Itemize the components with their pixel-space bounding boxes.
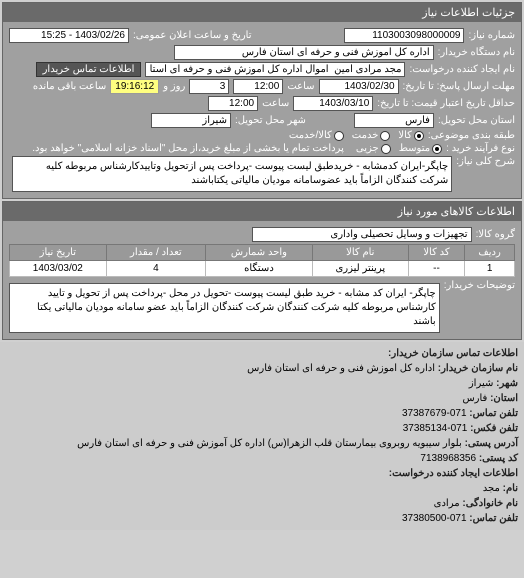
city-label: شهر: <box>496 378 518 389</box>
table-header-row: ردیف کد کالا نام کالا واحد شمارش تعداد /… <box>10 245 515 261</box>
name-value: مجد <box>483 483 500 494</box>
panel-header: جزئیات اطلاعات نیاز <box>3 3 521 22</box>
buyer-label: نام دستگاه خریدار: <box>438 47 515 58</box>
delivery-province-label: استان محل تحویل: <box>438 115 515 126</box>
fax-label: تلفن فکس: <box>470 423 518 434</box>
radio-icon <box>381 144 391 154</box>
name-label: نام: <box>503 483 518 494</box>
addr-value: بلوار سیبویه روبروی بیمارستان قلب الزهرا… <box>77 438 462 449</box>
panel-body: شماره نیاز: تاریخ و ساعت اعلان عمومی: نا… <box>3 22 521 198</box>
req-no-label: شماره نیاز: <box>468 30 515 41</box>
budget-radio-goods[interactable]: کالا <box>398 130 424 141</box>
radio-icon <box>334 131 344 141</box>
province-value: فارس <box>462 393 487 404</box>
goods-table: ردیف کد کالا نام کالا واحد شمارش تعداد /… <box>9 244 515 277</box>
desc-label: توضیحات خریدار: <box>444 280 515 291</box>
radio-icon <box>432 144 442 154</box>
delivery-city-input[interactable] <box>151 113 231 128</box>
deadline-time-input[interactable] <box>233 79 283 94</box>
group-label: گروه کالا: <box>476 229 515 240</box>
addr-label: آدرس پستی: <box>465 438 518 449</box>
deadline-date-input[interactable] <box>319 79 399 94</box>
remain-timer: 19:16:12 <box>110 79 159 94</box>
validity-label: حداقل تاریخ اعتبار قیمت: تا تاریخ: <box>377 98 515 109</box>
family-label: نام خانوادگی: <box>462 498 518 509</box>
contact-info-button[interactable]: اطلاعات تماس خریدار <box>36 62 142 77</box>
radio-icon <box>380 131 390 141</box>
time-label-1: ساعت <box>287 81 314 92</box>
req-no-input[interactable] <box>344 28 464 43</box>
group-input[interactable] <box>252 227 472 242</box>
contact-block: اطلاعات تماس سازمان خریدار: نام سازمان خ… <box>0 342 524 530</box>
cell-name: پرینتر لیزری <box>312 261 408 277</box>
remain-days-label: روز و <box>163 81 185 92</box>
goods-info-panel: اطلاعات کالاهای مورد نیاز گروه کالا: ردی… <box>2 201 522 340</box>
process-radio-medium[interactable]: متوسط <box>399 143 442 154</box>
province-label: استان: <box>490 393 518 404</box>
ann-date-input[interactable] <box>9 28 129 43</box>
col-row: ردیف <box>465 245 515 261</box>
delivery-province-input[interactable] <box>354 113 434 128</box>
requester-label: نام ایجاد کننده درخواست: <box>409 64 515 75</box>
deadline-send-label: مهلت ارسال پاسخ: تا تاریخ: <box>403 81 515 92</box>
budget-label: طبقه بندی موضوعی: <box>428 130 515 141</box>
col-date: تاریخ نیاز <box>10 245 107 261</box>
budget-radio-both[interactable]: کالا/خدمت <box>289 130 344 141</box>
time-label-2: ساعت <box>262 98 289 109</box>
req-phone-value: 071-37380500 <box>402 513 467 524</box>
buyer-desc: چاپگر- ایران کد مشابه - خرید طبق لیست پی… <box>9 283 440 333</box>
requester-input[interactable] <box>145 62 405 77</box>
phone-label: تلفن تماس: <box>469 408 518 419</box>
city-value: شیراز <box>469 378 494 389</box>
col-unit: واحد شمارش <box>206 245 313 261</box>
panel-body: گروه کالا: ردیف کد کالا نام کالا واحد شم… <box>3 221 521 339</box>
radio-icon <box>414 131 424 141</box>
cell-date: 1403/03/02 <box>10 261 107 277</box>
remain-label: ساعت باقی مانده <box>33 81 106 92</box>
cell-unit: دستگاه <box>206 261 313 277</box>
cell-qty: 4 <box>106 261 205 277</box>
phone-value: 071-37387679 <box>402 408 467 419</box>
subject-text[interactable]: چاپگر-ایران کدمشابه - خریدطبق لیست پیوست… <box>12 156 452 192</box>
req-phone-label: تلفن تماس: <box>469 513 518 524</box>
process-label: نوع فرآیند خرید : <box>446 143 515 154</box>
remain-days-input <box>189 79 229 94</box>
org-value: اداره کل اموزش فنی و حرفه ای استان فارس <box>247 363 435 374</box>
payment-note: پرداخت تمام یا بخشی از مبلغ خرید،از محل … <box>32 143 344 154</box>
subject-label: شرح کلی نیاز: <box>456 156 515 167</box>
delivery-city-label: شهر محل تحویل: <box>235 115 306 126</box>
org-label: نام سازمان خریدار: <box>438 363 518 374</box>
budget-radio-service[interactable]: خدمت <box>352 130 391 141</box>
contact-title: اطلاعات تماس سازمان خریدار: <box>6 346 518 361</box>
family-value: مرادی <box>434 498 460 509</box>
budget-radio-group: کالا خدمت کالا/خدمت <box>289 130 424 141</box>
validity-date-input[interactable] <box>293 96 373 111</box>
buyer-input[interactable] <box>174 45 434 60</box>
cell-code: -- <box>408 261 464 277</box>
col-name: نام کالا <box>312 245 408 261</box>
post-label: کد پستی: <box>479 453 518 464</box>
validity-time-input[interactable] <box>208 96 258 111</box>
req-creator-title: اطلاعات ایجاد کننده درخواست: <box>6 466 518 481</box>
fax-value: 071-37385134 <box>403 423 468 434</box>
col-qty: تعداد / مقدار <box>106 245 205 261</box>
table-row[interactable]: 1 -- پرینتر لیزری دستگاه 4 1403/03/02 <box>10 261 515 277</box>
post-value: 7138968356 <box>420 453 476 464</box>
col-code: کد کالا <box>408 245 464 261</box>
cell-row: 1 <box>465 261 515 277</box>
need-info-panel: جزئیات اطلاعات نیاز شماره نیاز: تاریخ و … <box>2 2 522 199</box>
process-radio-minor[interactable]: جزیی <box>356 143 391 154</box>
process-radio-group: متوسط جزیی <box>356 143 442 154</box>
panel-header: اطلاعات کالاهای مورد نیاز <box>3 202 521 221</box>
ann-date-label: تاریخ و ساعت اعلان عمومی: <box>133 30 252 41</box>
